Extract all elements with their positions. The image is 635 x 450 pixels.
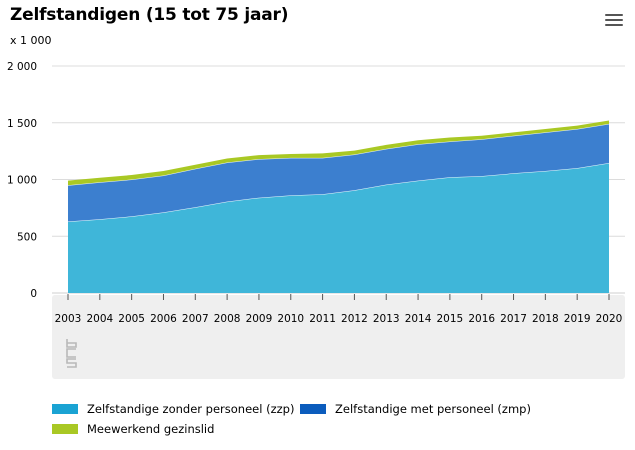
area-series-1 [68, 123, 609, 222]
legend-swatch-zmp [300, 404, 326, 414]
x-axis-ticks: 2003 2004 2005 2006 2007 2008 2009 2010 2011 2012… [55, 294, 623, 325]
y-unit-label: x 1 000 [10, 34, 52, 47]
x-tick-label: 2018 [532, 313, 559, 325]
x-tick-label: 2005 [118, 313, 145, 325]
cbs-logo-icon [66, 339, 77, 368]
chart-canvas: 0 500 1 000 1 500 2 000 2003 2004 2005 2006 2007… [7, 61, 625, 379]
x-tick-label: 2015 [437, 313, 464, 325]
legend-item-gezinslid[interactable]: Meewerkend gezinslid [52, 422, 214, 436]
y-tick-label: 1 500 [7, 118, 37, 130]
x-tick-label: 2011 [309, 313, 336, 325]
x-tick-label: 2008 [214, 313, 241, 325]
x-tick-label: 2012 [341, 313, 368, 325]
legend-label-zmp: Zelfstandige met personeel (zmp) [335, 402, 531, 416]
legend-label-zzp: Zelfstandige zonder personeel (zzp) [87, 402, 295, 416]
x-tick-label: 2010 [277, 313, 304, 325]
x-tick-label: 2014 [405, 313, 432, 325]
hamburger-menu-icon[interactable] [605, 14, 623, 28]
x-tick-label: 2016 [468, 313, 495, 325]
legend-swatch-zzp [52, 404, 78, 414]
x-tick-label: 2017 [500, 313, 527, 325]
x-tick-label: 2009 [246, 313, 273, 325]
y-tick-label: 2 000 [7, 61, 37, 73]
y-axis-ticks: 0 500 1 000 1 500 2 000 [7, 61, 37, 300]
y-tick-label: 1 000 [7, 175, 37, 187]
x-tick-label: 2019 [564, 313, 591, 325]
legend-item-zmp[interactable]: Zelfstandige met personeel (zmp) [300, 402, 531, 416]
legend-label-gezinslid: Meewerkend gezinslid [87, 422, 215, 436]
x-tick-label: 2020 [596, 313, 623, 325]
x-tick-label: 2006 [150, 313, 177, 325]
chart-title: Zelfstandigen (15 tot 75 jaar) [10, 5, 289, 25]
y-tick-label: 0 [30, 288, 37, 300]
x-tick-label: 2003 [55, 313, 82, 325]
x-axis-band [52, 295, 625, 379]
area-layer [67, 120, 610, 293]
area-series-2 [68, 120, 609, 186]
area-series-0 [68, 163, 609, 293]
y-tick-label: 500 [17, 231, 37, 243]
x-tick-label: 2004 [86, 313, 113, 325]
x-tick-label: 2007 [182, 313, 209, 325]
x-tick-label: 2013 [373, 313, 400, 325]
legend-swatch-gezinslid [52, 424, 78, 434]
legend-item-zzp[interactable]: Zelfstandige zonder personeel (zzp) [52, 402, 294, 416]
